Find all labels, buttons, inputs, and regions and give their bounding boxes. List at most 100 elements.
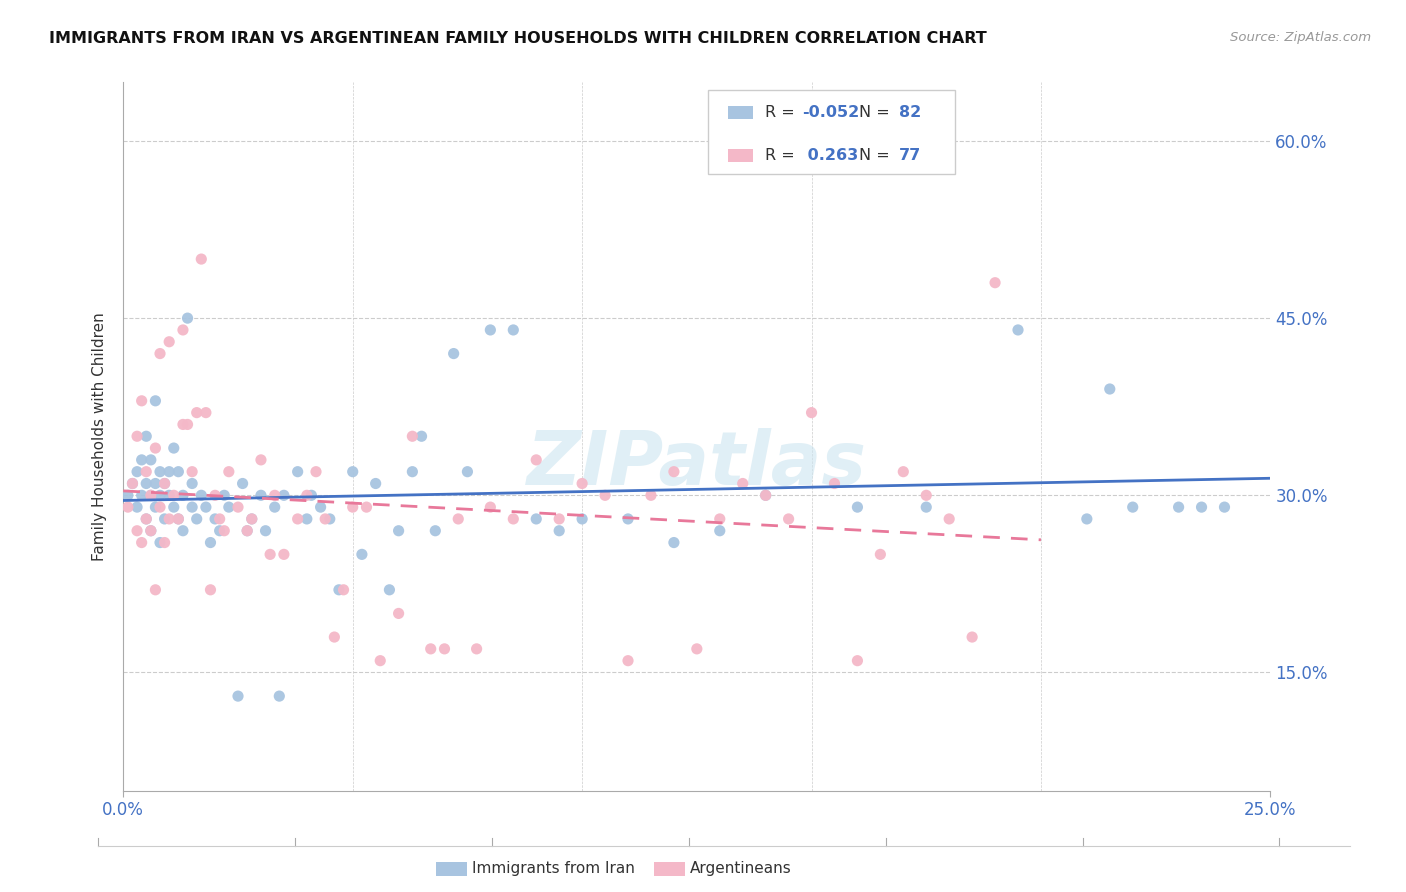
Point (139, 488, 162, 502)
Point (149, 465, 172, 479)
Point (524, 512, 547, 526)
Text: IMMIGRANTS FROM IRAN VS ARGENTINEAN FAMILY HOUSEHOLDS WITH CHILDREN CORRELATION : IMMIGRANTS FROM IRAN VS ARGENTINEAN FAMI… (49, 31, 987, 46)
Point (259, 547, 281, 561)
Point (263, 488, 285, 502)
Point (135, 476, 157, 491)
Point (332, 582, 354, 597)
Point (167, 512, 190, 526)
Point (571, 512, 593, 526)
Point (731, 476, 754, 491)
Text: Source: ZipAtlas.com: Source: ZipAtlas.com (1230, 31, 1371, 45)
Point (295, 488, 318, 502)
Point (709, 512, 731, 526)
Point (314, 512, 336, 526)
Point (593, 488, 616, 502)
Point (984, 276, 1007, 290)
Point (295, 512, 318, 526)
Point (125, 500, 148, 515)
Point (181, 465, 204, 479)
Point (425, 524, 447, 538)
Point (479, 323, 502, 337)
Text: Immigrants from Iran: Immigrants from Iran (472, 862, 636, 876)
Text: N =: N = (859, 148, 894, 163)
Point (287, 465, 309, 479)
Point (163, 441, 186, 455)
Point (131, 393, 153, 408)
Point (186, 512, 208, 526)
Point (433, 641, 456, 656)
Point (299, 488, 322, 502)
Point (548, 524, 571, 538)
Point (524, 453, 547, 467)
Point (709, 524, 731, 538)
Point (846, 654, 869, 668)
Point (135, 429, 157, 443)
Text: Argentineans: Argentineans (690, 862, 792, 876)
Point (1213, 500, 1236, 515)
Point (1098, 382, 1121, 396)
Point (125, 524, 148, 538)
Point (157, 465, 180, 479)
Point (662, 535, 685, 549)
Point (755, 488, 778, 502)
Point (149, 346, 172, 360)
Point (181, 476, 204, 491)
Point (157, 334, 180, 349)
Point (378, 582, 401, 597)
Point (323, 630, 346, 644)
Point (342, 500, 364, 515)
Point (200, 582, 222, 597)
Point (368, 654, 391, 668)
Point (356, 500, 378, 515)
Point (172, 323, 194, 337)
Point (447, 512, 470, 526)
Point (502, 323, 524, 337)
Point (401, 429, 423, 443)
Point (167, 512, 190, 526)
Point (125, 465, 148, 479)
Point (443, 346, 465, 360)
Point (149, 500, 172, 515)
Point (172, 488, 194, 502)
Point (479, 500, 502, 515)
Point (226, 500, 249, 515)
Point (163, 488, 186, 502)
Point (135, 512, 157, 526)
Point (200, 535, 222, 549)
Point (145, 582, 167, 597)
Point (755, 488, 778, 502)
Point (273, 547, 295, 561)
FancyBboxPatch shape (709, 90, 955, 174)
Point (891, 465, 914, 479)
Point (212, 488, 235, 502)
Point (121, 476, 143, 491)
Point (250, 488, 273, 502)
Point (419, 641, 441, 656)
Text: R =: R = (765, 148, 800, 163)
Point (548, 512, 571, 526)
Point (232, 476, 254, 491)
Point (208, 512, 231, 526)
Point (364, 476, 387, 491)
Point (190, 252, 212, 266)
Point (176, 417, 198, 432)
Point (153, 512, 176, 526)
Point (502, 512, 524, 526)
Point (456, 465, 478, 479)
Point (640, 488, 662, 502)
Point (269, 689, 291, 703)
Text: 82: 82 (898, 105, 921, 120)
Point (131, 488, 153, 502)
Point (117, 500, 139, 515)
Point (319, 512, 342, 526)
Point (287, 512, 309, 526)
Point (145, 476, 167, 491)
Point (204, 512, 226, 526)
Point (662, 465, 685, 479)
Point (226, 689, 249, 703)
Point (208, 524, 231, 538)
Point (149, 488, 172, 502)
Text: 77: 77 (898, 148, 921, 163)
Point (139, 488, 162, 502)
Point (218, 465, 240, 479)
